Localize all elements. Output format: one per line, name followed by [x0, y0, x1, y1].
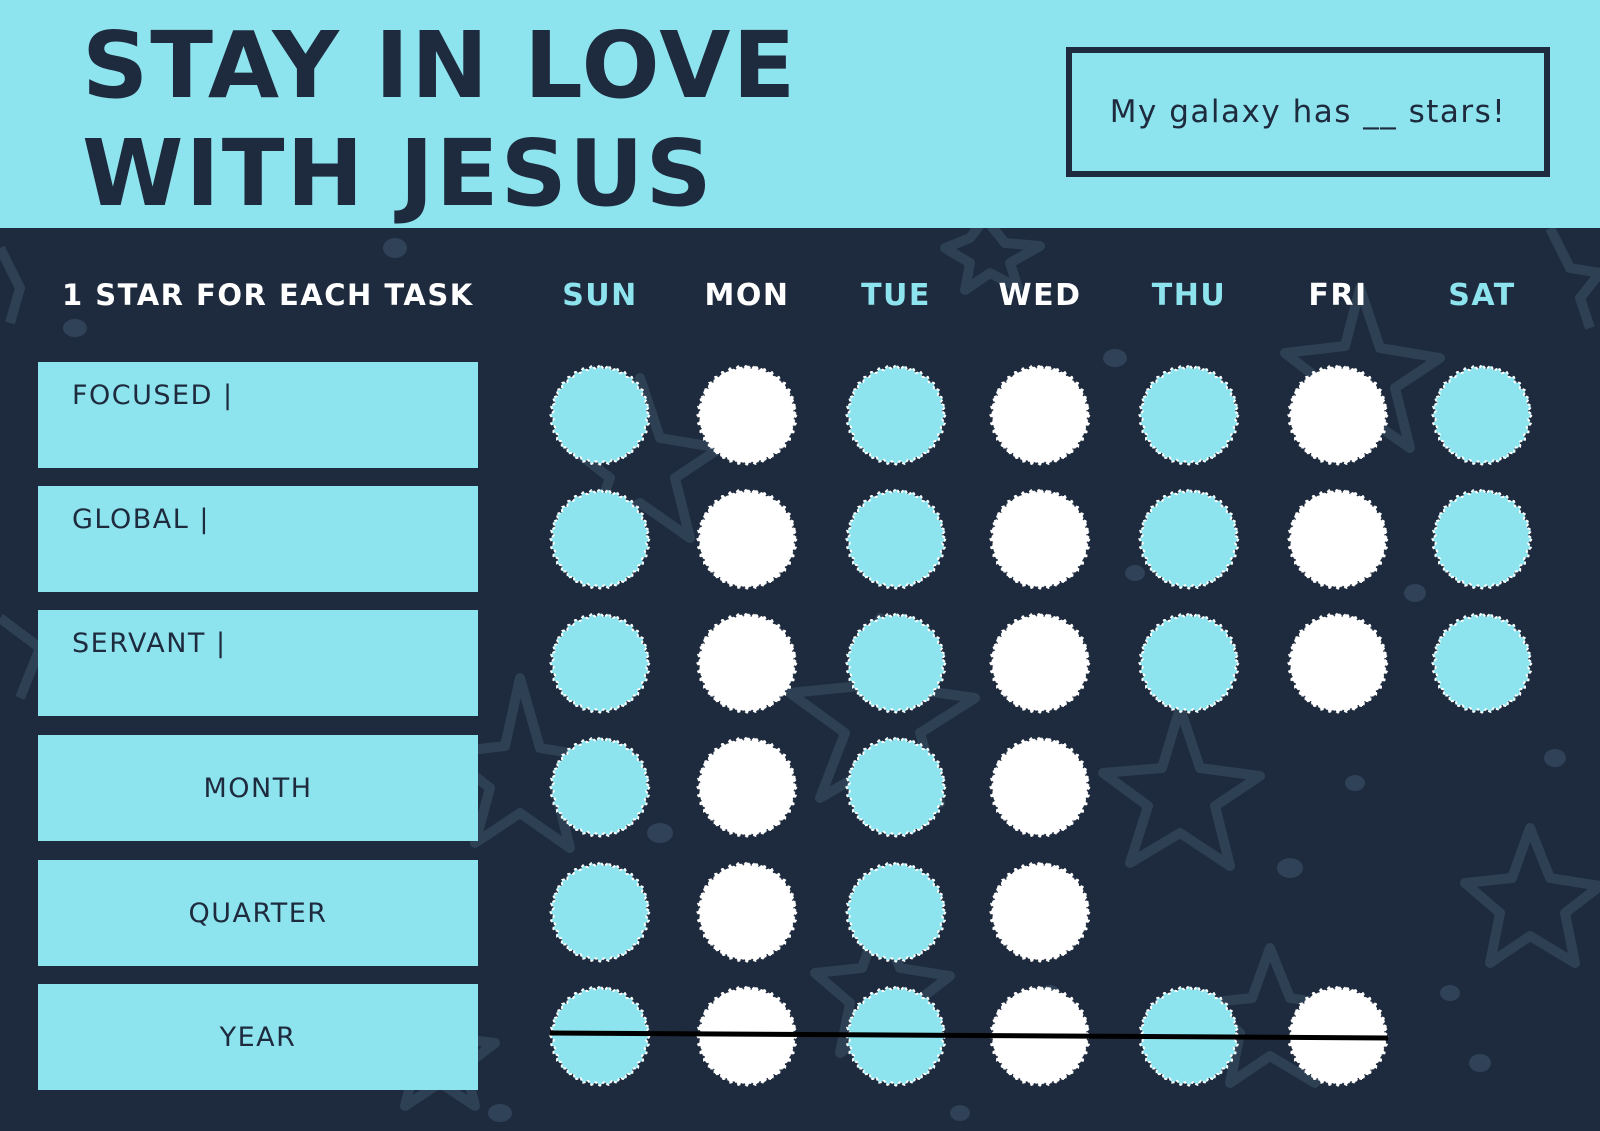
- star-circle-fri-row1[interactable]: [1287, 364, 1389, 466]
- decor-dot: [1544, 749, 1566, 767]
- decor-dot: [63, 319, 87, 337]
- instruction-text: 1 STAR FOR EACH TASK: [62, 278, 474, 312]
- day-header-wed: WED: [998, 278, 1082, 313]
- star-circle-sat-row3[interactable]: [1431, 612, 1533, 714]
- star-circle-thu-row3[interactable]: [1138, 612, 1240, 714]
- page-title: STAY IN LOVE WITH JESUS: [82, 12, 797, 228]
- day-header-sun: SUN: [562, 278, 638, 313]
- task-label: GLOBAL |: [72, 504, 210, 535]
- decor-dot: [1125, 565, 1145, 581]
- star-circle-sun-row1[interactable]: [549, 364, 651, 466]
- galaxy-count-text: My galaxy has __ stars!: [1109, 94, 1507, 130]
- star-circle-tue-row2[interactable]: [845, 488, 947, 590]
- star-circle-wed-row1[interactable]: [989, 364, 1091, 466]
- star-circle-tue-row3[interactable]: [845, 612, 947, 714]
- star-circle-wed-row2[interactable]: [989, 488, 1091, 590]
- decor-star-icon: [0, 245, 25, 325]
- day-header-tue: TUE: [861, 278, 931, 313]
- star-circle-wed-row3[interactable]: [989, 612, 1091, 714]
- task-box-year[interactable]: YEAR: [38, 984, 478, 1090]
- task-box-servant[interactable]: SERVANT |: [38, 610, 478, 716]
- star-circle-sun-row2[interactable]: [549, 488, 651, 590]
- task-label: QUARTER: [188, 897, 328, 929]
- task-label: SERVANT |: [72, 628, 227, 659]
- day-header-mon: MON: [704, 278, 790, 313]
- star-circle-wed-row4[interactable]: [989, 736, 1091, 838]
- task-label: YEAR: [219, 1021, 297, 1053]
- decor-dot: [1404, 584, 1426, 602]
- decor-star-icon: [1460, 823, 1600, 968]
- star-circle-mon-row4[interactable]: [696, 736, 798, 838]
- task-label: FOCUSED |: [72, 380, 234, 411]
- star-circle-tue-row5[interactable]: [845, 861, 947, 963]
- star-circle-mon-row5[interactable]: [696, 861, 798, 963]
- star-circle-mon-row3[interactable]: [696, 612, 798, 714]
- day-header-thu: THU: [1151, 278, 1227, 313]
- galaxy-count-box: My galaxy has __ stars!: [1066, 47, 1550, 177]
- decor-dot: [488, 1104, 512, 1122]
- day-header-sat: SAT: [1448, 278, 1516, 313]
- decor-dot: [1277, 858, 1303, 878]
- decor-dot: [647, 823, 673, 843]
- star-circle-sun-row5[interactable]: [549, 861, 651, 963]
- task-label: MONTH: [203, 772, 313, 804]
- decor-dot: [383, 238, 407, 258]
- decor-dot: [1440, 985, 1460, 1001]
- header-banner: STAY IN LOVE WITH JESUS My galaxy has __…: [0, 0, 1600, 228]
- star-circle-thu-row2[interactable]: [1138, 488, 1240, 590]
- star-circle-sun-row3[interactable]: [549, 612, 651, 714]
- star-circle-fri-row2[interactable]: [1287, 488, 1389, 590]
- decor-star-icon: [1098, 703, 1265, 871]
- decor-star-icon: [1545, 228, 1600, 330]
- star-circle-mon-row2[interactable]: [696, 488, 798, 590]
- title-line-1: STAY IN LOVE: [82, 12, 798, 119]
- decor-star-icon: [940, 228, 1045, 295]
- star-circle-tue-row1[interactable]: [845, 364, 947, 466]
- star-circle-sun-row4[interactable]: [549, 736, 651, 838]
- star-circle-sun-row6[interactable]: [549, 985, 651, 1087]
- task-box-quarter[interactable]: QUARTER: [38, 860, 478, 966]
- year-row-strike-line: [549, 1030, 1389, 1041]
- star-circle-wed-row5[interactable]: [989, 861, 1091, 963]
- decor-dot: [1103, 349, 1127, 367]
- decor-dot: [1469, 1054, 1491, 1072]
- star-circle-tue-row4[interactable]: [845, 736, 947, 838]
- task-box-focused[interactable]: FOCUSED |: [38, 362, 478, 468]
- star-circle-sat-row1[interactable]: [1431, 364, 1533, 466]
- star-circle-thu-row1[interactable]: [1138, 364, 1240, 466]
- star-circle-mon-row1[interactable]: [696, 364, 798, 466]
- task-box-global[interactable]: GLOBAL |: [38, 486, 478, 592]
- day-header-fri: FRI: [1308, 278, 1368, 313]
- star-circle-sat-row2[interactable]: [1431, 488, 1533, 590]
- title-line-2: WITH JESUS: [82, 120, 714, 227]
- decor-dot: [1345, 775, 1365, 791]
- task-box-month[interactable]: MONTH: [38, 735, 478, 841]
- decor-dot: [950, 1105, 970, 1121]
- star-circle-fri-row3[interactable]: [1287, 612, 1389, 714]
